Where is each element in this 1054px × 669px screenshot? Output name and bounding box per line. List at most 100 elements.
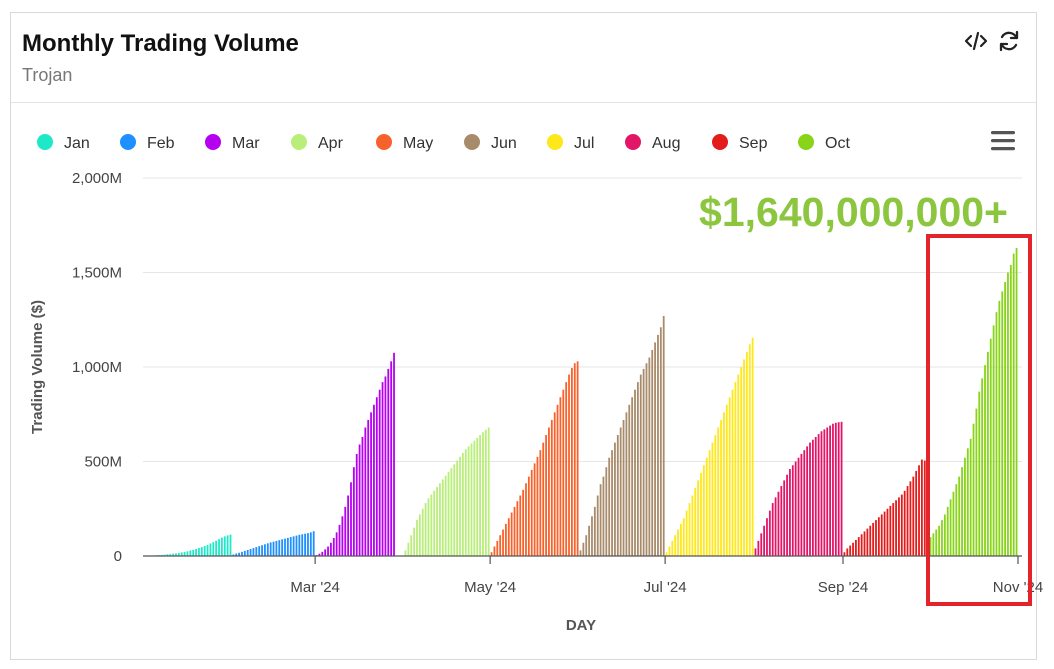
bar[interactable] [212,542,215,556]
bar[interactable] [777,491,780,556]
bar[interactable] [264,544,266,556]
bar[interactable] [387,368,390,556]
bar[interactable] [177,552,180,556]
bar[interactable] [932,533,935,556]
bar[interactable] [223,536,226,556]
bar[interactable] [453,464,456,556]
bar[interactable] [502,529,504,556]
bar[interactable] [943,514,946,556]
bar[interactable] [220,537,223,556]
bar[interactable] [588,525,591,556]
bar[interactable] [920,459,923,556]
bar[interactable] [413,527,416,556]
bar[interactable] [562,389,565,556]
bar[interactable] [496,540,499,556]
bar[interactable] [961,467,963,556]
bar[interactable] [797,457,800,556]
bar[interactable] [464,449,467,556]
bar[interactable] [702,465,705,556]
bar[interactable] [487,427,490,556]
bar[interactable] [872,522,875,556]
bar[interactable] [763,525,766,556]
bar[interactable] [570,367,573,556]
bar[interactable] [964,457,966,556]
bar[interactable] [737,374,740,556]
bar[interactable] [390,361,393,556]
bar[interactable] [694,487,697,556]
bar[interactable] [981,378,984,556]
bar[interactable] [955,484,958,556]
bar[interactable] [550,419,553,556]
bar[interactable] [418,514,421,556]
bar[interactable] [877,517,880,556]
legend-item-feb[interactable]: Feb [120,134,175,152]
bar[interactable] [172,553,175,556]
bar[interactable] [619,427,622,556]
bar[interactable] [875,520,877,556]
bar[interactable] [665,552,668,556]
bar[interactable] [826,427,829,556]
legend-item-jan[interactable]: Jan [37,134,90,152]
bar[interactable] [573,363,576,556]
bar[interactable] [318,553,321,556]
bar[interactable] [180,552,183,556]
bar[interactable] [269,542,272,556]
bar[interactable] [243,550,246,556]
bar[interactable] [783,480,786,556]
bar[interactable] [433,490,436,556]
bar[interactable] [1004,281,1006,556]
bar[interactable] [743,359,745,556]
bar[interactable] [642,368,645,556]
bar[interactable] [892,503,895,556]
bar[interactable] [636,382,639,556]
bar[interactable] [809,442,811,556]
bar[interactable] [1015,247,1018,556]
bar[interactable] [229,534,232,556]
bar[interactable] [811,439,814,556]
bar[interactable] [1012,253,1015,556]
bar[interactable] [771,503,774,556]
bar[interactable] [467,446,470,556]
bar[interactable] [855,539,857,556]
bar[interactable] [585,535,588,556]
bar[interactable] [760,533,763,556]
bar[interactable] [510,512,513,556]
bar[interactable] [1007,272,1009,557]
bar[interactable] [714,435,717,556]
bar[interactable] [301,534,304,556]
bar[interactable] [568,374,570,556]
bar[interactable] [441,479,444,556]
bar[interactable] [249,549,252,556]
bar[interactable] [1009,264,1012,556]
bar[interactable] [774,497,777,556]
bar[interactable] [723,412,725,556]
bar[interactable] [900,494,903,556]
bar[interactable] [915,470,918,556]
bar[interactable] [674,535,677,556]
bar[interactable] [662,315,665,556]
bar[interactable] [258,546,261,556]
bar[interactable] [186,551,189,556]
bar[interactable] [720,419,722,556]
bar[interactable] [634,389,636,556]
bar[interactable] [312,531,315,556]
bar[interactable] [407,542,410,556]
bar[interactable] [476,437,479,556]
bar[interactable] [708,450,711,556]
bar[interactable] [198,548,200,556]
bar[interactable] [378,389,381,556]
bar[interactable] [358,444,361,556]
bar[interactable] [837,422,840,556]
bar[interactable] [200,547,203,556]
bar[interactable] [416,520,418,556]
bar[interactable] [645,363,648,556]
bar[interactable] [869,525,872,556]
bar[interactable] [218,539,220,556]
bar[interactable] [912,476,915,556]
bar[interactable] [766,518,768,556]
bar[interactable] [591,516,593,556]
bar[interactable] [275,540,278,556]
bar[interactable] [863,531,866,556]
bar[interactable] [565,382,568,556]
bar[interactable] [456,460,459,556]
